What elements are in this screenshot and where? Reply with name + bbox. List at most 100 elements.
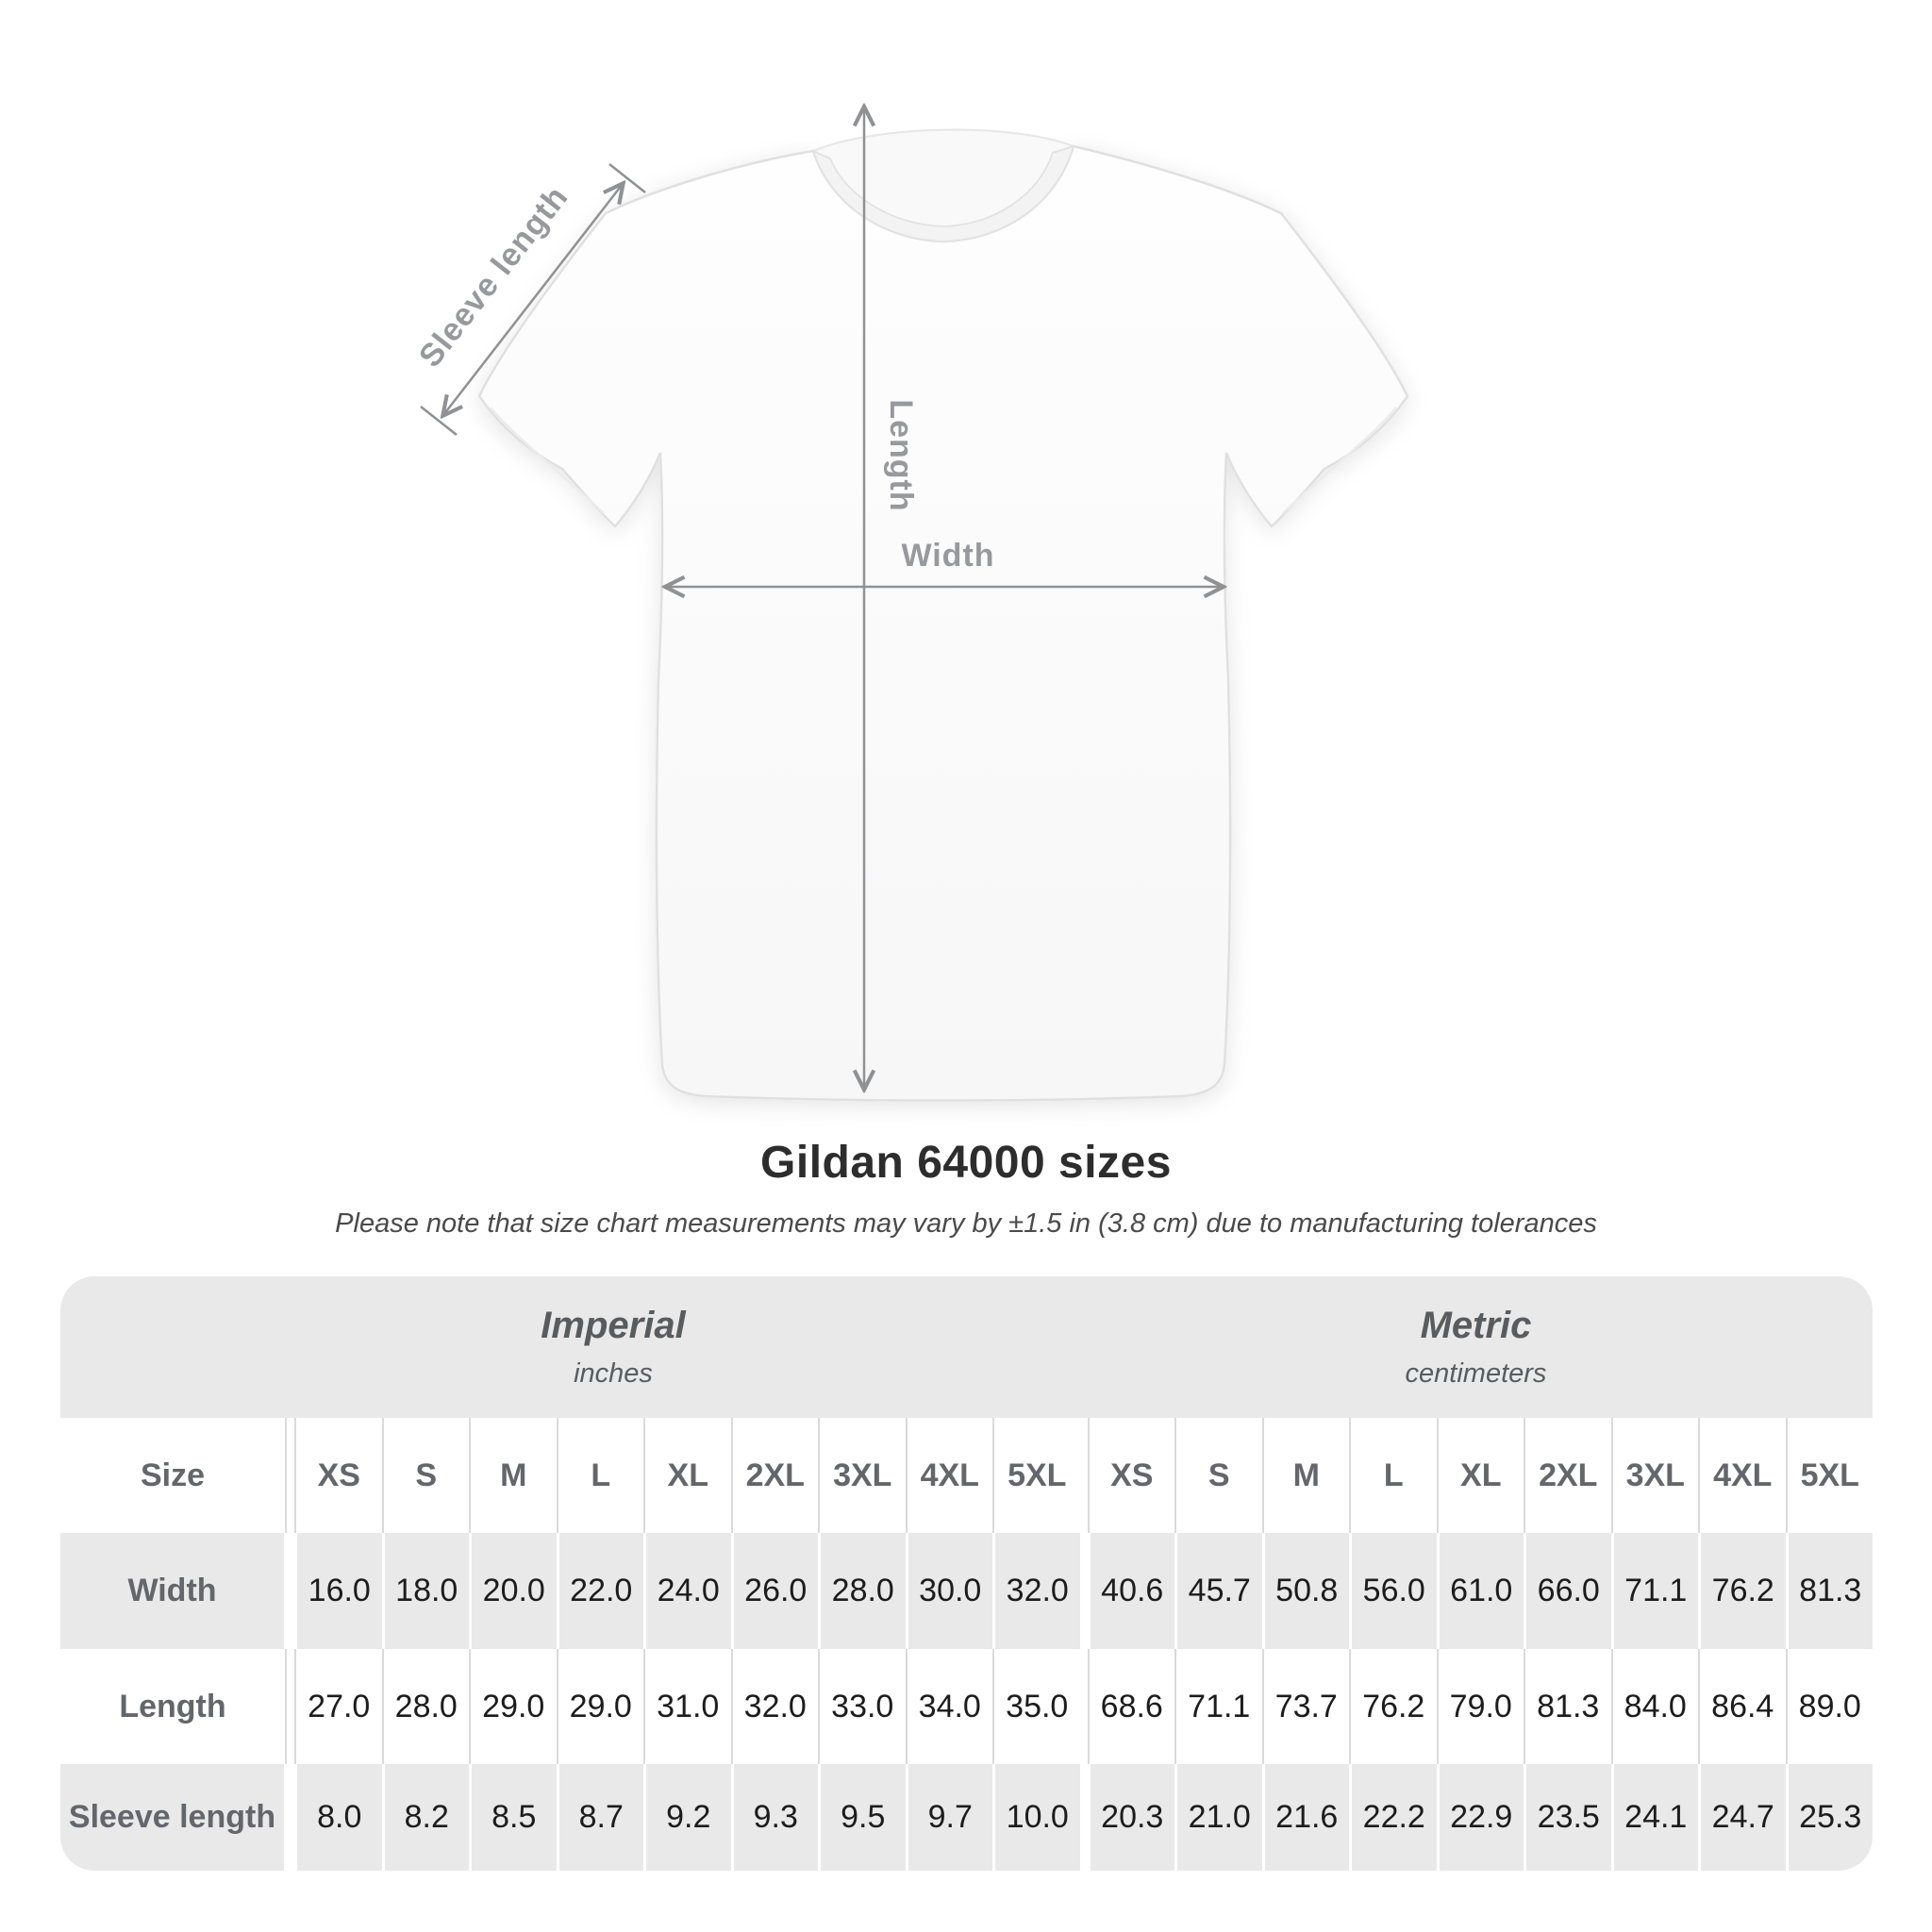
size-column-header: 5XL	[1785, 1418, 1873, 1533]
measurement-cell: 71.1	[1610, 1533, 1698, 1649]
sleeve-dimension-line	[443, 184, 623, 415]
measurement-cell: 21.6	[1261, 1764, 1349, 1871]
measurement-cell: 16.0	[294, 1533, 382, 1649]
width-label: Width	[901, 538, 994, 574]
measurement-cell: 9.7	[905, 1764, 992, 1871]
measurement-cell: 32.0	[730, 1649, 818, 1764]
measurement-cell: 29.0	[556, 1649, 643, 1764]
measurement-cell: 23.5	[1524, 1764, 1611, 1871]
measurement-cell: 66.0	[1524, 1533, 1611, 1649]
measurement-cell: 34.0	[905, 1649, 992, 1764]
measurement-cell: 28.0	[818, 1533, 906, 1649]
sleeve-dimension-tick-top	[608, 163, 646, 193]
measurement-cell: 56.0	[1349, 1533, 1437, 1649]
tshirt-illustration	[477, 128, 1409, 1102]
size-column-header: 4XL	[905, 1418, 992, 1533]
size-column-header: S	[381, 1418, 469, 1533]
size-column-header: M	[1261, 1418, 1349, 1533]
size-column-header: 3XL	[818, 1418, 906, 1533]
measurement-cell: 9.5	[818, 1764, 906, 1871]
size-chart: Imperial inches Metric centimeters Size X…	[60, 1276, 1873, 1871]
measurement-cell: 8.0	[294, 1764, 382, 1871]
measurement-cell: 8.5	[469, 1764, 557, 1871]
measurement-cell: 86.4	[1698, 1649, 1786, 1764]
measurement-cell: 76.2	[1349, 1649, 1437, 1764]
size-column-header: M	[469, 1418, 557, 1533]
measurement-cell: 18.0	[381, 1533, 469, 1649]
measurement-cell: 25.3	[1785, 1764, 1873, 1871]
measurement-cell: 35.0	[992, 1649, 1080, 1764]
size-column-header: 2XL	[730, 1418, 818, 1533]
measurement-cell: 21.0	[1174, 1764, 1262, 1871]
column-gap	[287, 1649, 294, 1764]
measurement-cell: 50.8	[1261, 1533, 1349, 1649]
size-corner-header: Size	[60, 1418, 287, 1533]
measurement-cell: 24.0	[643, 1533, 731, 1649]
measurement-cell: 29.0	[469, 1649, 557, 1764]
imperial-title: Imperial	[541, 1305, 686, 1346]
measurement-cell: 73.7	[1261, 1649, 1349, 1764]
measurement-cell: 22.2	[1349, 1764, 1437, 1871]
column-gap	[287, 1418, 294, 1533]
tolerance-note: Please note that size chart measurements…	[335, 1208, 1597, 1239]
measurement-cell: 20.0	[469, 1533, 557, 1649]
metric-units: centimeters	[1405, 1358, 1547, 1389]
measurement-cell: 8.2	[381, 1764, 469, 1871]
metric-header: Metric centimeters	[1079, 1276, 1873, 1418]
row-label: Width	[60, 1533, 287, 1649]
measurement-cell: 89.0	[1785, 1649, 1873, 1764]
imperial-header: Imperial inches	[60, 1276, 1079, 1418]
column-gap	[1079, 1649, 1088, 1764]
tshirt-diagram: Length Width Sleeve length	[412, 0, 1409, 1102]
size-column-header: 2XL	[1524, 1418, 1611, 1533]
measurement-cell: 26.0	[730, 1533, 818, 1649]
measurement-cell: 68.6	[1087, 1649, 1174, 1764]
size-column-header: XL	[643, 1418, 731, 1533]
measurement-cell: 31.0	[643, 1649, 731, 1764]
measurement-cell: 20.3	[1087, 1764, 1174, 1871]
measurement-cell: 10.0	[992, 1764, 1080, 1871]
size-column-header: L	[1349, 1418, 1437, 1533]
measurement-cell: 8.7	[556, 1764, 643, 1871]
measurement-cell: 24.1	[1610, 1764, 1698, 1871]
column-gap	[1079, 1418, 1088, 1533]
measurement-cell: 40.6	[1087, 1533, 1174, 1649]
size-column-header: XL	[1436, 1418, 1524, 1533]
metric-title: Metric	[1420, 1305, 1532, 1346]
column-gap	[1079, 1764, 1088, 1871]
sleeve-dimension-tick-bottom	[420, 406, 458, 436]
unit-header-band: Imperial inches Metric centimeters	[60, 1276, 1873, 1418]
page-title: Gildan 64000 sizes	[760, 1138, 1172, 1188]
measurement-cell: 84.0	[1610, 1649, 1698, 1764]
measurement-cell: 28.0	[381, 1649, 469, 1764]
length-label: Length	[883, 399, 919, 511]
size-column-header: 5XL	[992, 1418, 1080, 1533]
measurement-cell: 22.0	[556, 1533, 643, 1649]
measurement-cell: 22.9	[1436, 1764, 1524, 1871]
column-gap	[287, 1533, 294, 1649]
measurement-cell: 9.2	[643, 1764, 731, 1871]
measurement-cell: 81.3	[1785, 1533, 1873, 1649]
measurement-cell: 45.7	[1174, 1533, 1262, 1649]
measurement-cell: 30.0	[905, 1533, 992, 1649]
measurement-cell: 71.1	[1174, 1649, 1262, 1764]
size-column-header: L	[556, 1418, 643, 1533]
measurement-cell: 81.3	[1524, 1649, 1611, 1764]
measurement-cell: 76.2	[1698, 1533, 1786, 1649]
measurement-cell: 79.0	[1436, 1649, 1524, 1764]
column-gap	[1079, 1533, 1088, 1649]
measurement-cell: 61.0	[1436, 1533, 1524, 1649]
size-column-header: XS	[294, 1418, 382, 1533]
measurement-cell: 33.0	[818, 1649, 906, 1764]
size-column-header: 3XL	[1610, 1418, 1698, 1533]
collar	[811, 144, 1075, 242]
row-label: Sleeve length	[60, 1764, 287, 1871]
size-chart-grid: Size XS S M L XL 2XL 3XL 4XL 5XL XS S M L XL 2XL 3XL 4XL 5…	[60, 1418, 1873, 1871]
measurement-cell: 27.0	[294, 1649, 382, 1764]
measurement-cell: 32.0	[992, 1533, 1080, 1649]
size-column-header: XS	[1087, 1418, 1174, 1533]
imperial-units: inches	[574, 1358, 653, 1389]
measurement-cell: 24.7	[1698, 1764, 1786, 1871]
measurement-cell: 9.3	[730, 1764, 818, 1871]
